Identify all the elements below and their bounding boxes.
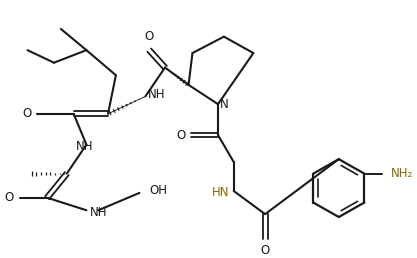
Text: O: O [22,107,31,120]
Text: O: O [261,244,270,257]
Text: N: N [220,98,229,111]
Text: NH: NH [90,206,108,219]
Text: HN: HN [212,187,230,199]
Text: NH: NH [148,88,166,101]
Text: OH: OH [149,184,167,197]
Text: O: O [176,128,186,142]
Text: NH₂: NH₂ [391,167,413,180]
Text: NH: NH [76,140,93,153]
Text: O: O [5,191,14,204]
Text: O: O [145,30,154,43]
